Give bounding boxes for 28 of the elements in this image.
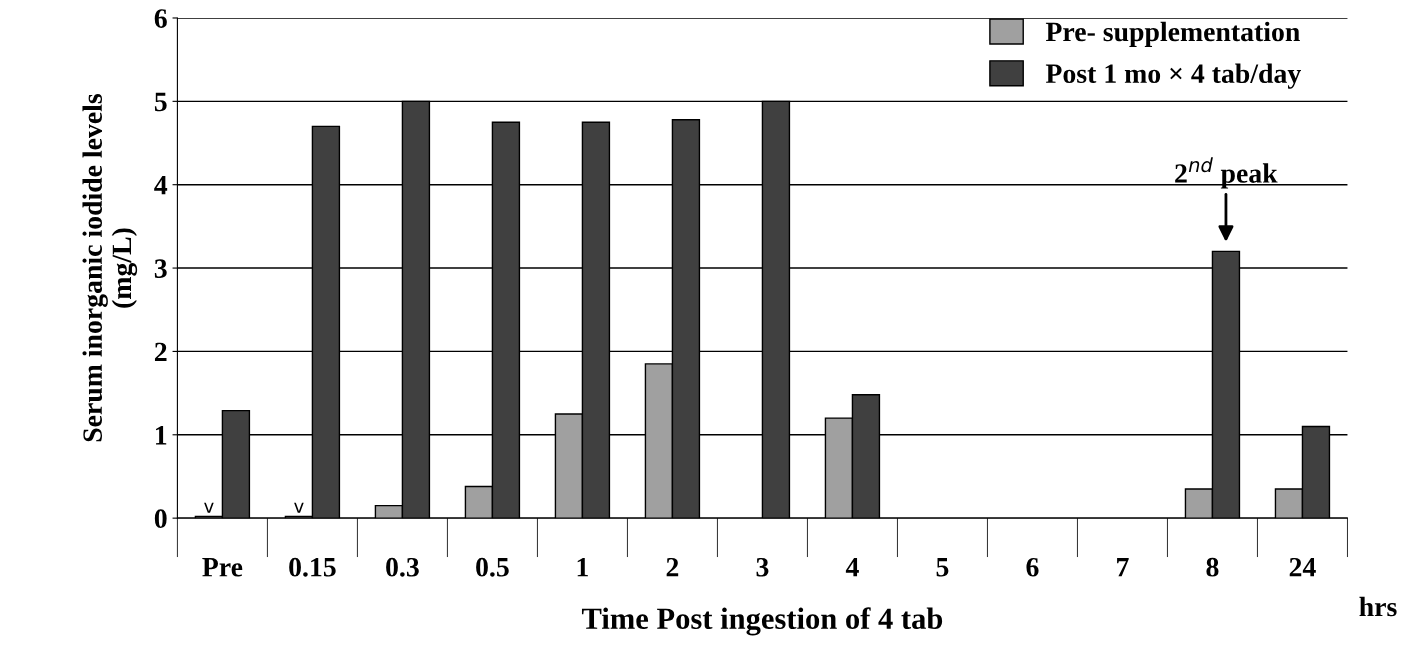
x-tick-label: 5 bbox=[936, 558, 949, 577]
x-tick-label: 0.3 bbox=[386, 557, 419, 577]
x-tick-label: 1 bbox=[577, 557, 588, 577]
x-tick-label: 24 bbox=[1289, 557, 1316, 577]
x-tick-label: 3 bbox=[756, 557, 769, 577]
x-tick-label: 7 bbox=[1117, 558, 1129, 577]
y-tick-label: 0 bbox=[154, 509, 167, 529]
annotation: v bbox=[294, 502, 304, 513]
x-axis-title: Time Post ingestion of 4 tab bbox=[581, 607, 943, 636]
text: hrs bbox=[1359, 596, 1397, 617]
x-tick-label: 2 bbox=[666, 557, 679, 577]
y-axis-title: Serum inorganic iodide levels (mg/L) bbox=[82, 93, 138, 442]
y-tick-label: 6 bbox=[154, 9, 167, 28]
legend-label: Pre- supplementation bbox=[1045, 21, 1300, 47]
y-tick-label: 4 bbox=[154, 176, 168, 195]
x-tick-label: 8 bbox=[1206, 557, 1219, 577]
annotation: 2$^{nd}$ peak bbox=[1175, 157, 1278, 189]
x-tick-label: Pre bbox=[202, 558, 243, 577]
x-tick-label: 0.5 bbox=[476, 557, 509, 577]
x-tick-label: 6 bbox=[1026, 557, 1039, 577]
annotation: v bbox=[204, 502, 214, 513]
y-tick-label: 5 bbox=[154, 92, 167, 112]
y-tick-label: 3 bbox=[154, 259, 167, 278]
x-tick-label: 4 bbox=[845, 558, 859, 577]
y-tick-label: 2 bbox=[154, 342, 167, 362]
legend-label: Post 1 mo × 4 tab/day bbox=[1045, 63, 1301, 89]
y-tick-label: 1 bbox=[156, 426, 167, 445]
x-tick-label: 0.15 bbox=[289, 557, 336, 577]
